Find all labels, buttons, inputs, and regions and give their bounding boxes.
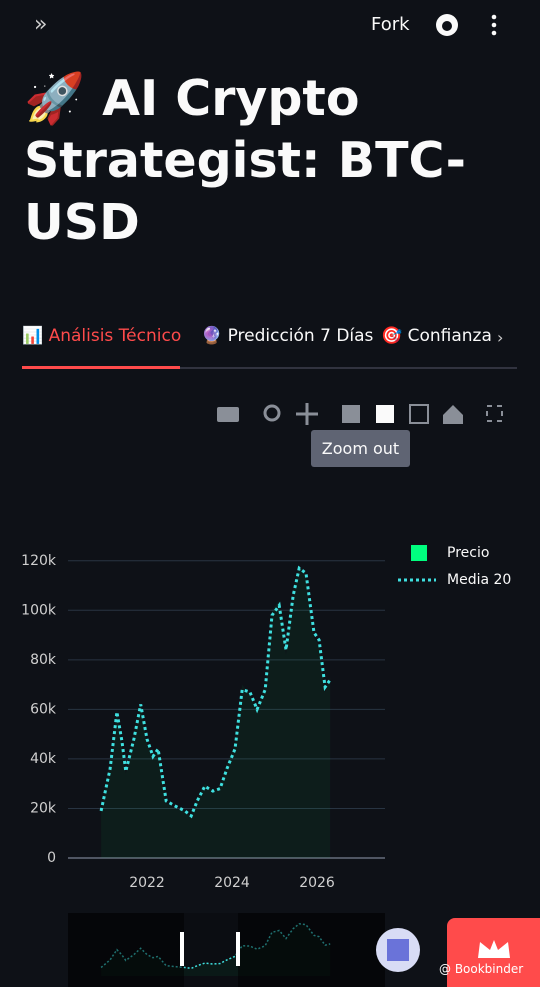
watermark: @ Bookbinder (439, 962, 524, 976)
y-tick-label: 80k (30, 652, 57, 668)
y-tick-label: 0 (47, 850, 56, 866)
y-tick-label: 40k (30, 751, 57, 767)
avatar[interactable] (375, 927, 421, 973)
legend-label: Precio (447, 545, 489, 561)
modebar-icons[interactable] (217, 403, 503, 425)
menu-icon[interactable] (488, 14, 500, 38)
sidebar-toggle[interactable]: » (34, 12, 48, 37)
range-handle[interactable] (180, 932, 184, 966)
legend-label: Media 20 (447, 572, 511, 588)
crown-icon (478, 940, 510, 958)
range-mask (238, 913, 385, 987)
price-area (101, 565, 331, 858)
range-handle[interactable] (236, 932, 240, 966)
x-tick-label: 2022 (129, 875, 165, 891)
range-mask (68, 913, 184, 987)
y-tick-label: 120k (21, 553, 57, 569)
tab[interactable]: 🎯 Confianza (381, 326, 492, 346)
tab-highlight (22, 366, 180, 369)
fork-button[interactable]: Fork (371, 14, 410, 35)
github-icon[interactable] (434, 12, 460, 38)
page-title: 🚀 AI Crypto Strategist: BTC-USD (24, 70, 466, 251)
tooltip: Zoom out (311, 430, 410, 467)
modebar (217, 403, 503, 425)
y-tick-label: 20k (30, 800, 57, 816)
tab-scroll[interactable]: › (497, 328, 504, 347)
x-tick-label: 2026 (299, 875, 335, 891)
tab[interactable]: 🔮 Predicción 7 Días (201, 326, 374, 346)
x-tick-label: 2024 (214, 875, 250, 891)
tab[interactable]: 📊 Análisis Técnico (22, 326, 182, 346)
ma-line (99, 565, 332, 819)
y-tick-label: 100k (21, 602, 57, 618)
tab-border (22, 367, 517, 369)
y-tick-label: 60k (30, 701, 57, 717)
legend-swatch (411, 545, 427, 561)
